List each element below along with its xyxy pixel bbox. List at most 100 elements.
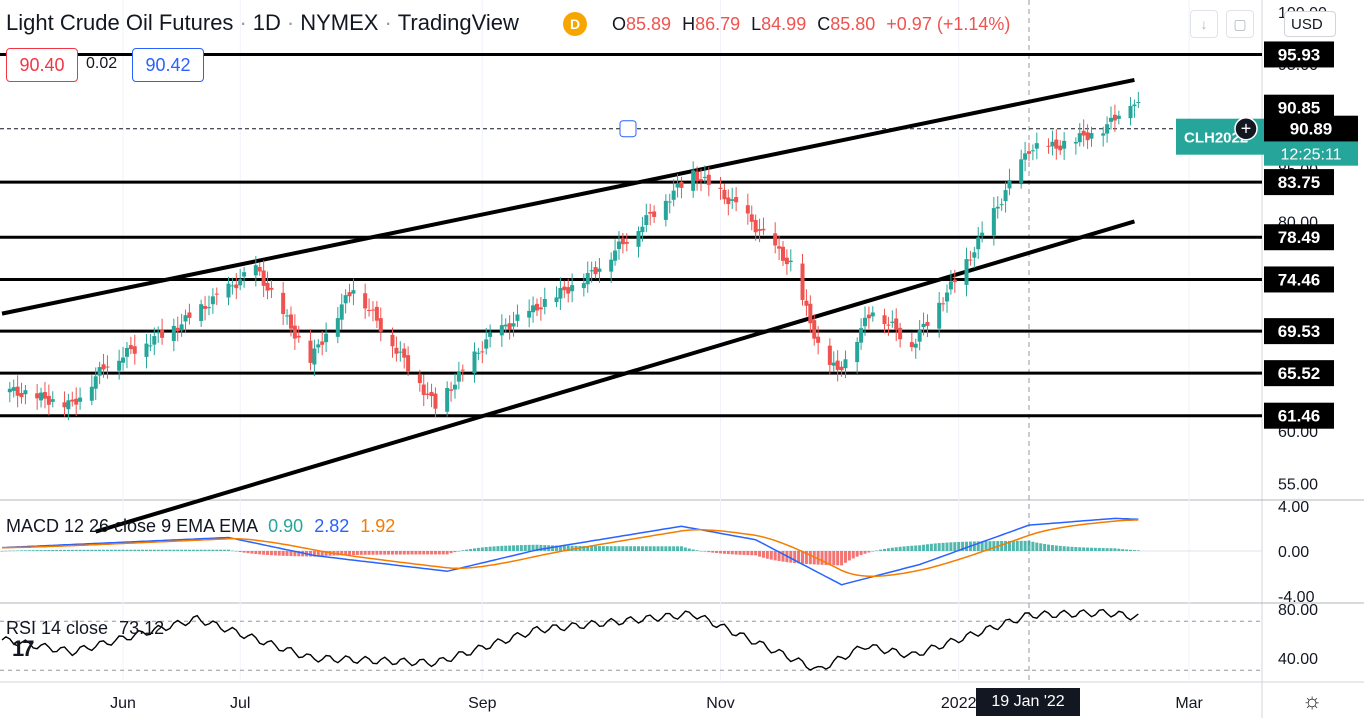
macd-histogram-bar <box>855 551 859 557</box>
candle-body <box>1062 140 1067 149</box>
candle <box>1050 130 1055 156</box>
candle <box>398 341 403 362</box>
candle-body <box>859 328 864 343</box>
macd-histogram-bar <box>184 549 188 551</box>
candle-body <box>335 318 340 337</box>
macd-histogram-bar <box>199 549 203 551</box>
macd-histogram-bar <box>820 551 824 565</box>
macd-histogram-bar <box>789 551 793 563</box>
current-price-tag <box>1264 115 1358 142</box>
candle <box>417 369 422 392</box>
candle-body <box>23 390 28 395</box>
macd-histogram-bar <box>781 551 785 562</box>
candle-body <box>1034 143 1039 149</box>
macd-histogram-bar <box>109 549 113 551</box>
macd-histogram-bar <box>828 551 832 566</box>
symbol-title[interactable]: Light Crude Oil Futures <box>6 10 234 35</box>
candle <box>941 297 946 312</box>
candle <box>226 276 231 306</box>
macd-histogram-bar <box>86 549 90 551</box>
candle-body <box>1003 190 1008 202</box>
chart-header: Light Crude Oil Futures · 1D · NYMEX · Trading… <box>6 10 519 35</box>
candle-body <box>777 246 782 249</box>
macd-histogram-bar <box>715 551 719 554</box>
macd-histogram-bar <box>883 548 887 551</box>
candle <box>870 306 875 322</box>
macd-histogram-bar <box>348 551 352 556</box>
candle <box>433 387 438 418</box>
macd-line <box>1 517 1139 586</box>
macd-histogram-bar <box>31 550 35 551</box>
buy-button[interactable]: 90.42 <box>132 48 204 82</box>
candle-body <box>585 272 590 285</box>
candle-body <box>35 393 40 399</box>
macd-histogram-bar <box>316 551 320 557</box>
candle <box>476 347 481 361</box>
macd-histogram-bar <box>1047 544 1051 551</box>
macd-histogram-bar <box>418 551 422 555</box>
macd-histogram-bar <box>8 550 12 552</box>
candle <box>160 318 165 345</box>
candle-body <box>749 214 754 222</box>
macd-histogram-bar <box>16 550 20 551</box>
candle <box>777 235 782 261</box>
macd-legend[interactable]: MACD 12 26 close 9 EMA EMA 0.90 2.82 1.9… <box>6 516 395 537</box>
macd-histogram-bar <box>859 551 863 556</box>
macd-histogram-bar <box>1000 540 1004 551</box>
download-icon[interactable]: ↓ <box>1190 10 1218 38</box>
sell-button[interactable]: 90.40 <box>6 48 78 82</box>
currency-select[interactable]: USD ⌄ <box>1284 11 1336 59</box>
candle-body <box>374 306 379 321</box>
candle <box>999 198 1004 211</box>
candle-body <box>894 318 899 330</box>
delayed-badge[interactable]: D <box>563 12 587 36</box>
interval-label[interactable]: 1D <box>252 10 281 35</box>
candle <box>1085 124 1090 149</box>
macd-histogram-bar <box>773 551 777 561</box>
candle <box>542 287 547 315</box>
candle <box>507 315 512 340</box>
candle <box>862 306 867 336</box>
candle <box>593 261 598 279</box>
candle-body <box>784 257 789 265</box>
candle <box>320 331 325 356</box>
candle <box>339 293 344 330</box>
candle <box>183 309 188 333</box>
macd-histogram-bar <box>1089 547 1093 551</box>
level-price-tag: 74.46 <box>1264 266 1334 293</box>
rsi-legend[interactable]: RSI 14 close 73.12 <box>6 618 164 639</box>
macd-histogram-bar <box>379 551 383 555</box>
macd-histogram-bar <box>453 551 457 553</box>
gear-icon[interactable]: ☼ <box>1302 688 1323 713</box>
candle-body <box>66 400 71 410</box>
candle <box>363 283 368 319</box>
candle-body <box>421 384 426 395</box>
candle <box>734 187 739 212</box>
candle-body <box>206 307 211 309</box>
candle <box>281 282 286 326</box>
candle-body <box>433 393 438 409</box>
candle-body <box>74 398 79 405</box>
candle-body <box>484 339 489 349</box>
candle <box>730 187 735 209</box>
macd-histogram-bar <box>324 551 328 556</box>
candle <box>132 334 137 365</box>
tradingview-logo: 17 <box>12 636 35 661</box>
macd-histogram-bar <box>457 551 461 552</box>
candle-body <box>152 336 157 345</box>
candle <box>894 308 899 342</box>
fullscreen-icon[interactable]: ▢ <box>1226 10 1254 38</box>
macd-histogram-bar <box>1097 547 1101 551</box>
candle <box>499 314 504 347</box>
candle <box>980 221 985 243</box>
macd-histogram-bar <box>972 541 976 551</box>
macd-histogram-bar <box>285 551 289 556</box>
candle-body <box>827 345 832 365</box>
candle <box>374 301 379 329</box>
macd-histogram-bar <box>551 545 555 551</box>
macd-histogram-bar <box>1019 540 1023 551</box>
macd-histogram-bar <box>293 551 297 557</box>
macd-histogram-bar <box>215 549 219 551</box>
macd-histogram-bar <box>836 551 840 566</box>
